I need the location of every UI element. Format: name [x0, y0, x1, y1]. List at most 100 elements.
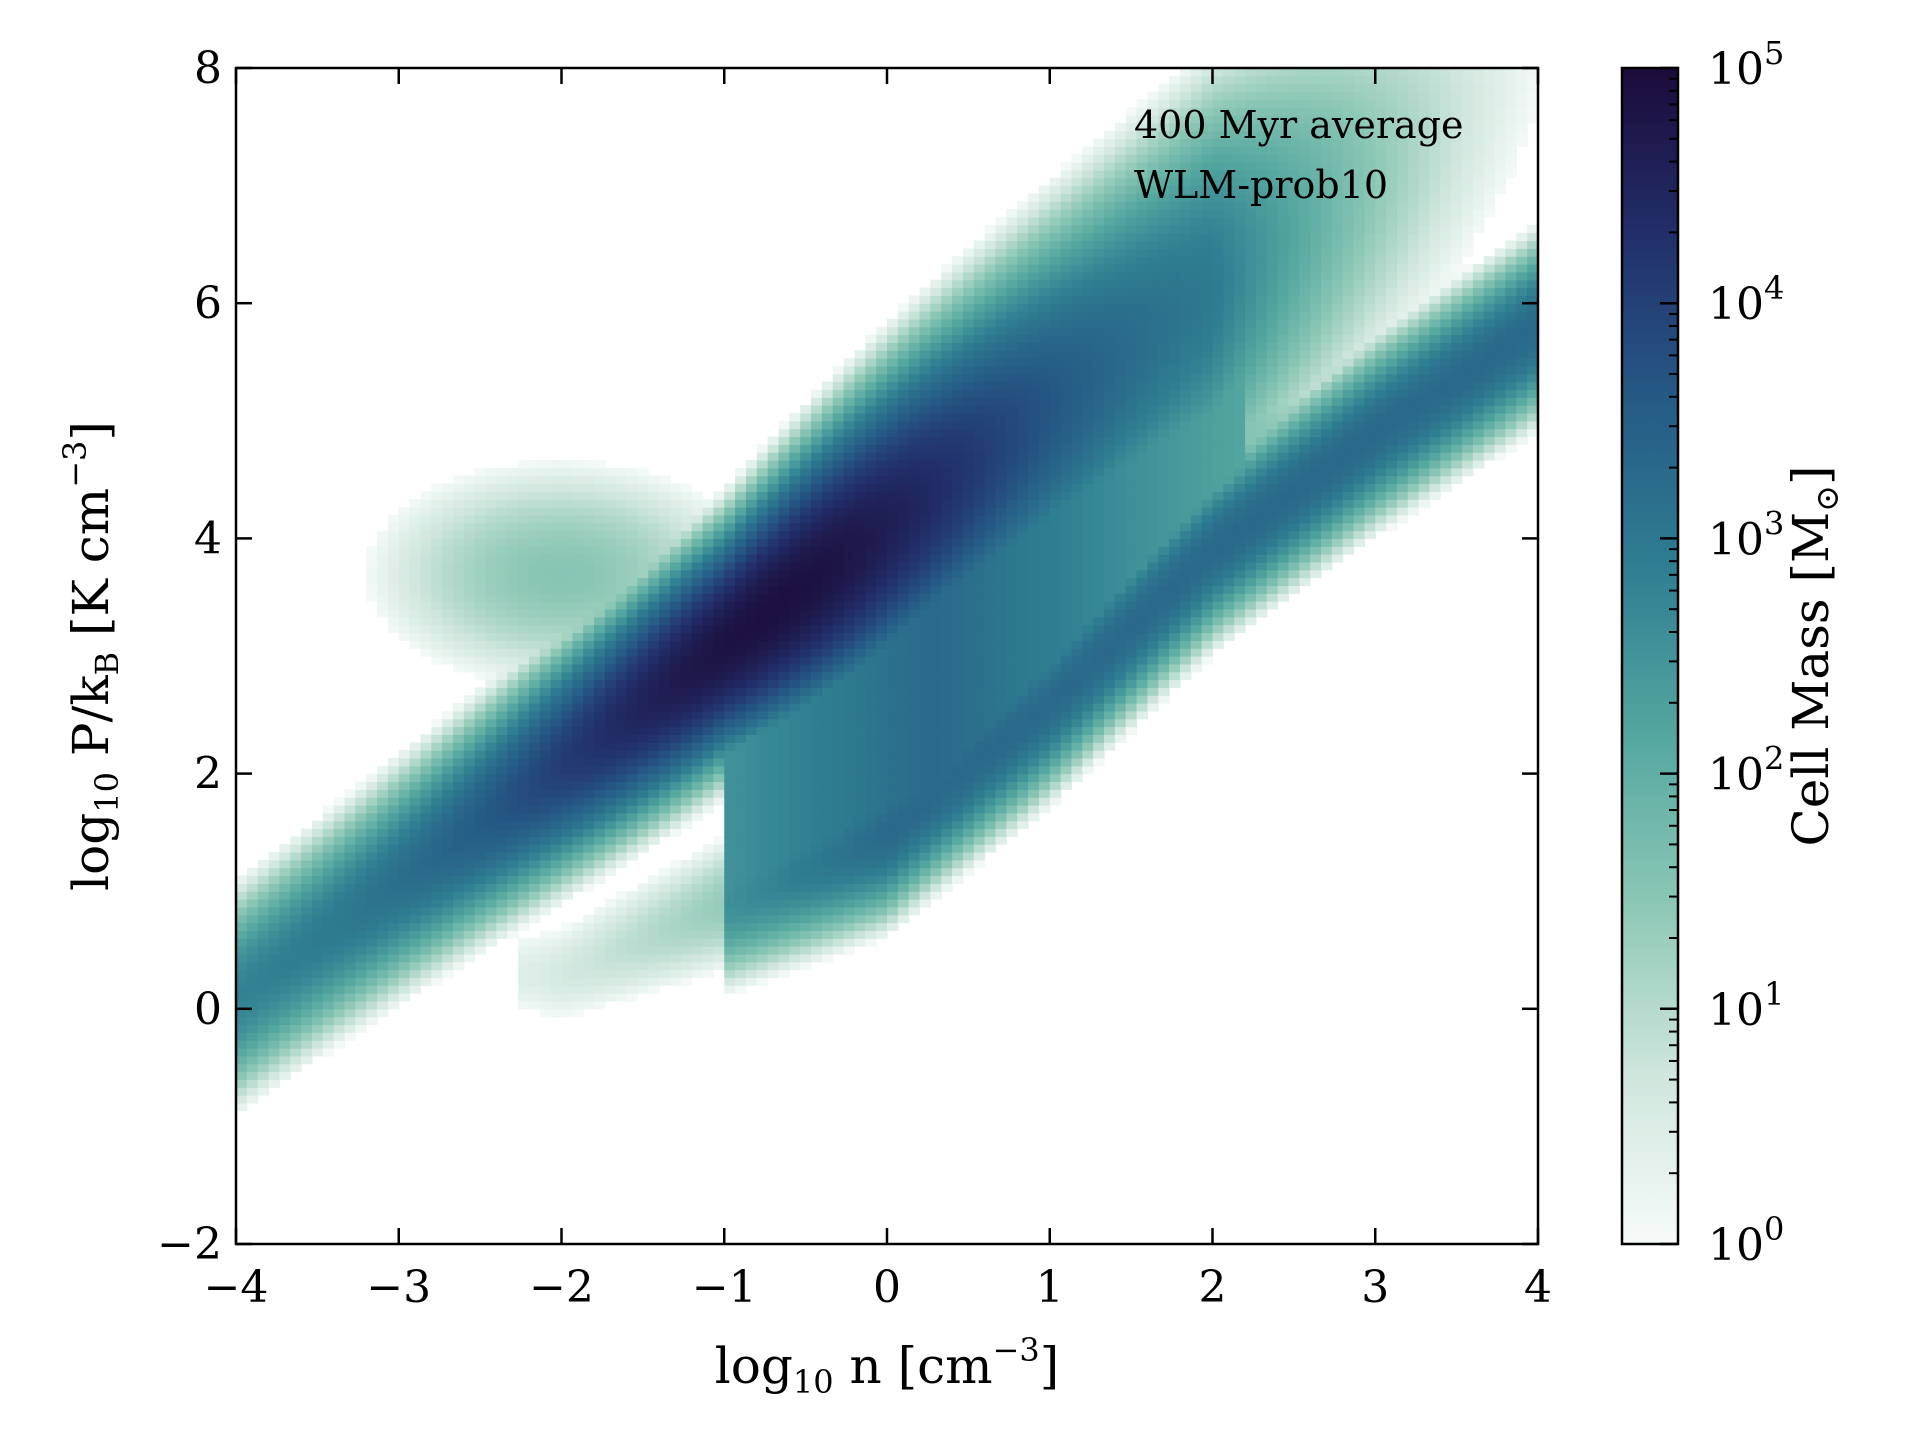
heatmap-cell: [387, 789, 400, 798]
heatmap-cell: [322, 1008, 335, 1018]
heatmap-cell: [431, 569, 443, 579]
heatmap-cell: [789, 656, 801, 665]
heatmap-cell: [572, 750, 584, 759]
heatmap-cell: [377, 569, 389, 579]
heatmap-cell: [1060, 248, 1073, 257]
heatmap-cell: [1049, 710, 1062, 720]
heatmap-cell: [919, 757, 931, 767]
heatmap-cell: [887, 899, 899, 908]
heatmap-cell: [702, 585, 714, 594]
heatmap-cell: [528, 663, 541, 673]
heatmap-cell: [941, 569, 953, 579]
heatmap-cell: [453, 616, 465, 626]
heatmap-cell: [702, 632, 714, 641]
heatmap-cell: [952, 405, 964, 414]
heatmap-cell: [854, 765, 866, 775]
heatmap-cell: [1060, 389, 1073, 398]
heatmap-cell: [387, 522, 400, 532]
heatmap-cell: [496, 891, 508, 900]
heatmap-cell: [680, 977, 693, 986]
heatmap-cell: [420, 844, 432, 853]
heatmap-cell: [1038, 350, 1051, 359]
heatmap-cell: [984, 640, 997, 649]
heatmap-cell: [366, 852, 378, 861]
heatmap-cell: [398, 789, 411, 798]
heatmap-cell: [735, 632, 747, 641]
heatmap-cell: [604, 852, 617, 861]
heatmap-cell: [279, 946, 291, 955]
heatmap-cell: [952, 812, 964, 822]
heatmap-cell: [442, 820, 454, 830]
heatmap-cell: [1028, 585, 1040, 594]
heatmap-cell: [789, 420, 801, 430]
heatmap-cell: [887, 632, 899, 641]
heatmap-cell: [442, 867, 454, 877]
heatmap-cell: [767, 695, 780, 704]
heatmap-cell: [941, 405, 953, 414]
heatmap-cell: [420, 530, 432, 539]
heatmap-cell: [670, 648, 682, 657]
heatmap-cell: [496, 844, 508, 853]
heatmap-cell: [865, 742, 877, 751]
heatmap-cell: [767, 663, 780, 673]
heatmap-cell: [821, 601, 834, 610]
heatmap-cell: [604, 899, 617, 908]
heatmap-cell: [420, 961, 432, 971]
heatmap-cell: [724, 593, 736, 602]
heatmap-cell: [756, 608, 769, 618]
heatmap-cell: [908, 859, 921, 869]
heatmap-cell: [767, 483, 780, 492]
heatmap-cell: [1071, 734, 1083, 743]
heatmap-cell: [377, 538, 389, 547]
heatmap-cell: [995, 624, 1007, 634]
heatmap-cell: [756, 514, 769, 524]
heatmap-cell: [539, 953, 552, 963]
heatmap-cell: [539, 467, 552, 477]
heatmap-cell: [463, 585, 476, 594]
heatmap-cell: [800, 875, 812, 884]
heatmap-cell: [648, 616, 660, 626]
heatmap-cell: [702, 499, 714, 508]
heatmap-cell: [702, 648, 714, 657]
heatmap-cell: [670, 734, 682, 743]
heatmap-cell: [680, 577, 693, 587]
heatmap-cell: [995, 648, 1007, 657]
heatmap-cell: [442, 569, 454, 579]
heatmap-cell: [583, 569, 595, 579]
heatmap-cell: [236, 1063, 248, 1073]
heatmap-cell: [713, 577, 725, 587]
heatmap-cell: [463, 875, 476, 884]
heatmap-cell: [572, 671, 584, 681]
heatmap-cell: [713, 554, 725, 563]
heatmap-cell: [691, 953, 704, 963]
heatmap-cell: [713, 750, 725, 759]
heatmap-cell: [398, 961, 411, 971]
heatmap-cell: [637, 985, 649, 994]
heatmap-cell: [583, 914, 595, 924]
heatmap-cell: [626, 554, 639, 563]
heatmap-cell: [594, 734, 606, 743]
heatmap-cell: [930, 546, 942, 555]
heatmap-cell: [854, 491, 866, 500]
heatmap-cell: [1093, 428, 1105, 438]
heatmap-cell: [821, 836, 834, 845]
heatmap-cell: [767, 867, 780, 877]
heatmap-cell: [789, 844, 801, 853]
heatmap-cell: [984, 318, 997, 328]
heatmap-cell: [952, 514, 964, 524]
heatmap-cell: [1071, 546, 1083, 555]
heatmap-cell: [518, 656, 530, 665]
heatmap-cell: [615, 969, 628, 979]
heatmap-cell: [973, 812, 986, 822]
heatmap-cell: [1093, 679, 1105, 688]
heatmap-cell: [962, 656, 975, 665]
heatmap-cell: [301, 1008, 313, 1018]
heatmap-cell: [670, 514, 682, 524]
heatmap-cell: [539, 554, 552, 563]
heatmap-cell: [626, 507, 639, 516]
heatmap-cell: [735, 710, 747, 720]
heatmap-cell: [431, 922, 443, 931]
heatmap-cell: [311, 938, 324, 947]
heatmap-cell: [1060, 264, 1073, 273]
heatmap-cell: [995, 303, 1007, 312]
